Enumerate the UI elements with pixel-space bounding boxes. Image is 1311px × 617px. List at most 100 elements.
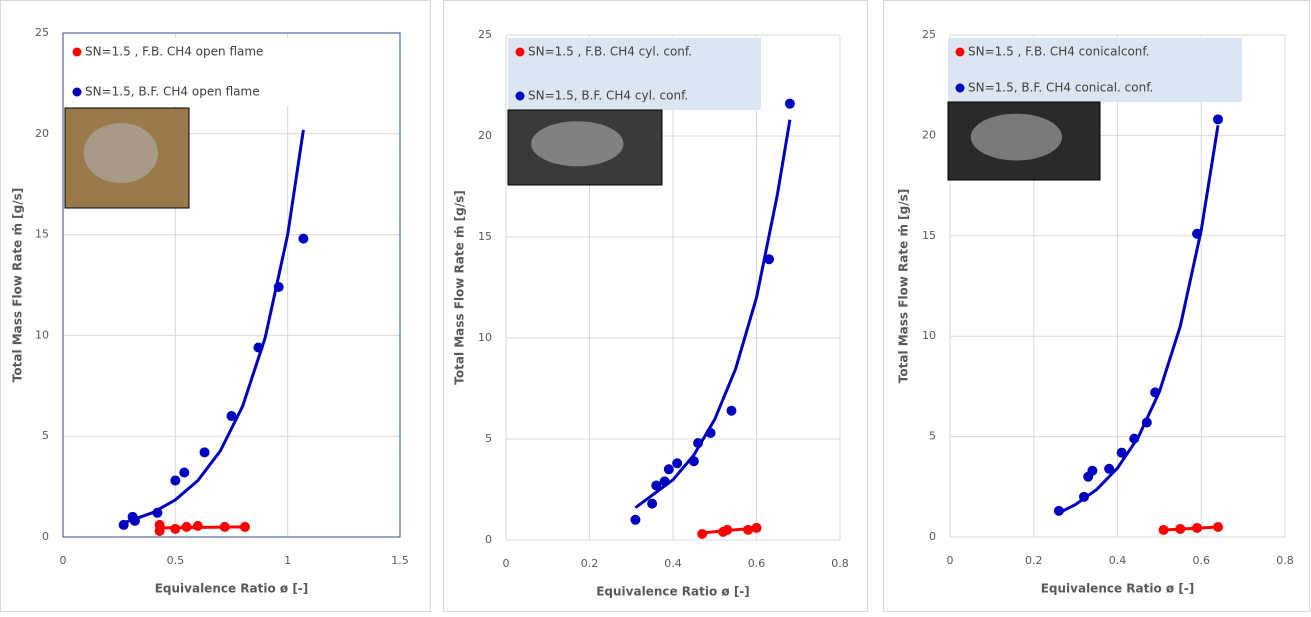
x-tick-label: 1.5 — [391, 554, 409, 567]
legend-label: SN=1.5 , F.B. CH4 cyl. conf. — [528, 45, 692, 59]
photo-detail — [970, 113, 1062, 161]
x-axis-title: Equivalence Ratio ø [-] — [596, 585, 750, 599]
point — [298, 233, 309, 244]
point — [192, 520, 203, 531]
y-tick-label: 10 — [35, 328, 49, 341]
y-tick-label: 0 — [929, 530, 936, 543]
point — [1192, 522, 1203, 533]
x-tick-label: 0 — [947, 554, 954, 567]
point — [751, 522, 762, 533]
trend-line — [634, 119, 792, 509]
point — [1150, 387, 1161, 398]
point — [764, 254, 775, 265]
legend-marker — [515, 47, 525, 57]
y-tick-label: 5 — [929, 430, 936, 443]
y-axis-title: Total Mass Flow Rate ṁ [g/s] — [11, 188, 25, 382]
x-tick-label: 0.5 — [167, 554, 185, 567]
y-tick-label: 5 — [42, 429, 49, 442]
point — [651, 480, 662, 491]
photo-detail — [531, 121, 624, 167]
x-axis-title: Equivalence Ratio ø [-] — [1041, 582, 1195, 596]
legend-label: SN=1.5 , F.B. CH4 open flame — [85, 45, 263, 59]
point — [129, 515, 140, 526]
point — [659, 476, 670, 487]
point — [1192, 228, 1203, 239]
legend-marker — [955, 47, 965, 57]
point — [1116, 447, 1127, 458]
x-tick-label: 0 — [60, 554, 67, 567]
legend-box — [508, 38, 761, 110]
point — [239, 521, 250, 532]
x-tick-label: 0.2 — [581, 557, 599, 570]
trend-line — [123, 129, 305, 525]
y-tick-label: 25 — [478, 28, 492, 41]
point — [743, 524, 754, 535]
point — [273, 282, 284, 293]
point — [1104, 463, 1115, 474]
y-tick-label: 15 — [35, 228, 49, 241]
y-tick-label: 10 — [922, 329, 936, 342]
y-tick-label: 20 — [478, 129, 492, 142]
y-tick-label: 20 — [922, 128, 936, 141]
legend-label: SN=1.5, B.F. CH4 conical. conf. — [968, 81, 1153, 95]
point — [1129, 433, 1140, 444]
point — [179, 467, 190, 478]
y-tick-label: 15 — [478, 230, 492, 243]
point — [219, 521, 230, 532]
y-tick-label: 25 — [35, 26, 49, 39]
x-tick-label: 0.6 — [1193, 554, 1211, 567]
point — [199, 447, 210, 458]
point — [170, 475, 181, 486]
y-tick-label: 0 — [42, 530, 49, 543]
legend-label: SN=1.5, B.F. CH4 cyl. conf. — [528, 89, 688, 103]
point — [118, 519, 129, 530]
point — [226, 411, 237, 422]
x-tick-label: 0.2 — [1025, 554, 1043, 567]
point — [1158, 524, 1169, 535]
legend-box — [65, 38, 320, 106]
x-tick-label: 0.4 — [1109, 554, 1127, 567]
legend-marker — [955, 83, 965, 93]
point — [663, 464, 674, 475]
point — [1213, 521, 1223, 532]
y-axis-title: Total Mass Flow Rate ṁ [g/s] — [453, 190, 467, 384]
point — [1087, 465, 1098, 476]
point — [705, 427, 716, 438]
point — [170, 523, 181, 534]
legend-label: SN=1.5 , F.B. CH4 conicalconf. — [968, 45, 1150, 59]
point — [693, 438, 704, 449]
x-axis-title: Equivalence Ratio ø [-] — [155, 582, 309, 596]
charts: 0 5 10 15 20 25 0 0.5 1 1.5 Equivalence Ratio ø [-… — [11, 26, 1294, 599]
point — [1079, 491, 1089, 502]
x-tick-label: 0.8 — [1276, 554, 1294, 567]
y-axis-title: Total Mass Flow Rate ṁ [g/s] — [897, 189, 911, 383]
point — [1175, 523, 1186, 534]
y-tick-label: 5 — [485, 432, 492, 445]
x-tick-label: 0 — [503, 557, 510, 570]
legend-marker — [515, 91, 525, 101]
x-tick-label: 1 — [284, 554, 291, 567]
x-tick-label: 0.6 — [748, 557, 766, 570]
point — [784, 98, 795, 109]
y-tick-label: 10 — [478, 331, 492, 344]
plot-frame — [62, 32, 401, 538]
point — [697, 528, 708, 539]
point — [630, 514, 641, 525]
point — [154, 519, 165, 530]
x-tick-label: 0.8 — [831, 557, 849, 570]
point — [672, 458, 683, 469]
legend-marker — [72, 87, 82, 97]
point — [722, 524, 733, 535]
point — [688, 456, 699, 467]
photo-detail — [83, 123, 158, 183]
legend-box — [948, 38, 1242, 102]
point — [1141, 417, 1152, 428]
legend-marker — [72, 47, 82, 57]
x-tick-label: 0.4 — [664, 557, 682, 570]
trend-line — [1163, 525, 1219, 532]
y-tick-label: 20 — [35, 127, 49, 140]
point — [1213, 114, 1223, 125]
y-tick-label: 15 — [922, 229, 936, 242]
point — [647, 498, 658, 509]
